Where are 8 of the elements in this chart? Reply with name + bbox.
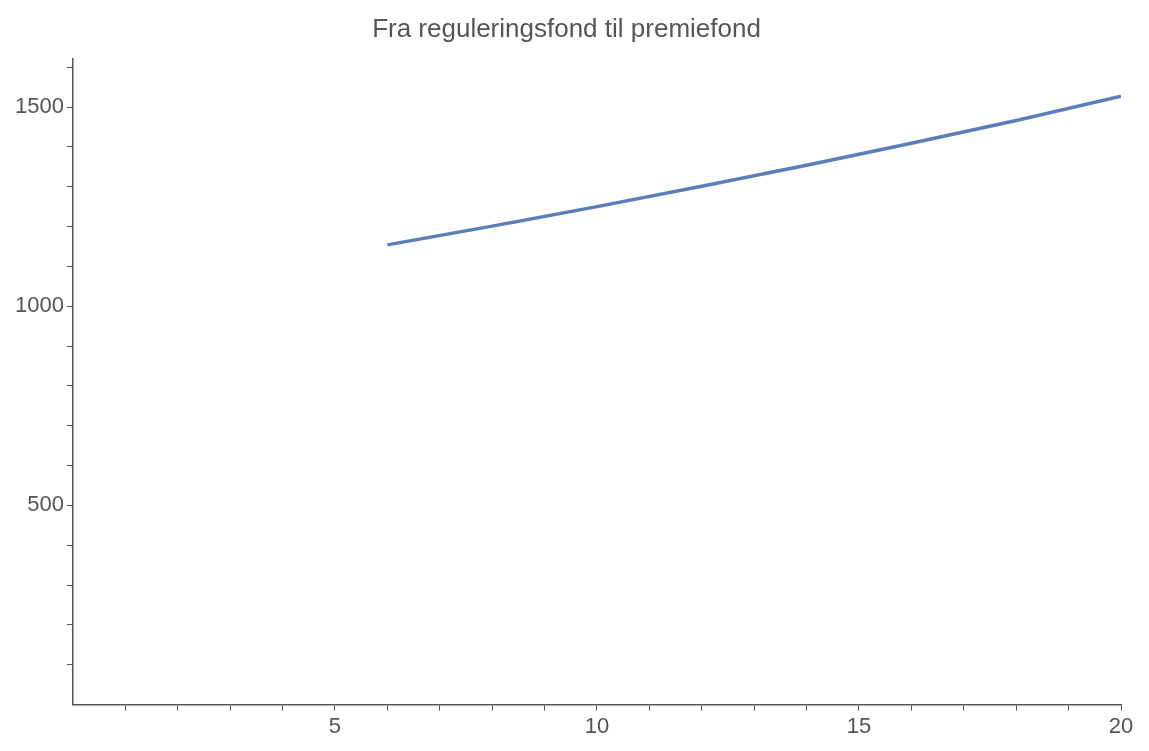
y-tick-label: 500 [27,491,64,517]
chart-title: Fra reguleringsfond til premiefond [372,12,761,43]
x-tick-label: 5 [328,712,342,738]
x-tick-label: 10 [584,712,610,738]
x-tick-label: 15 [846,712,872,738]
y-tick-label: 1500 [14,93,64,119]
x-tick-label: 20 [1108,712,1134,738]
y-tick-label: 1000 [14,292,64,318]
